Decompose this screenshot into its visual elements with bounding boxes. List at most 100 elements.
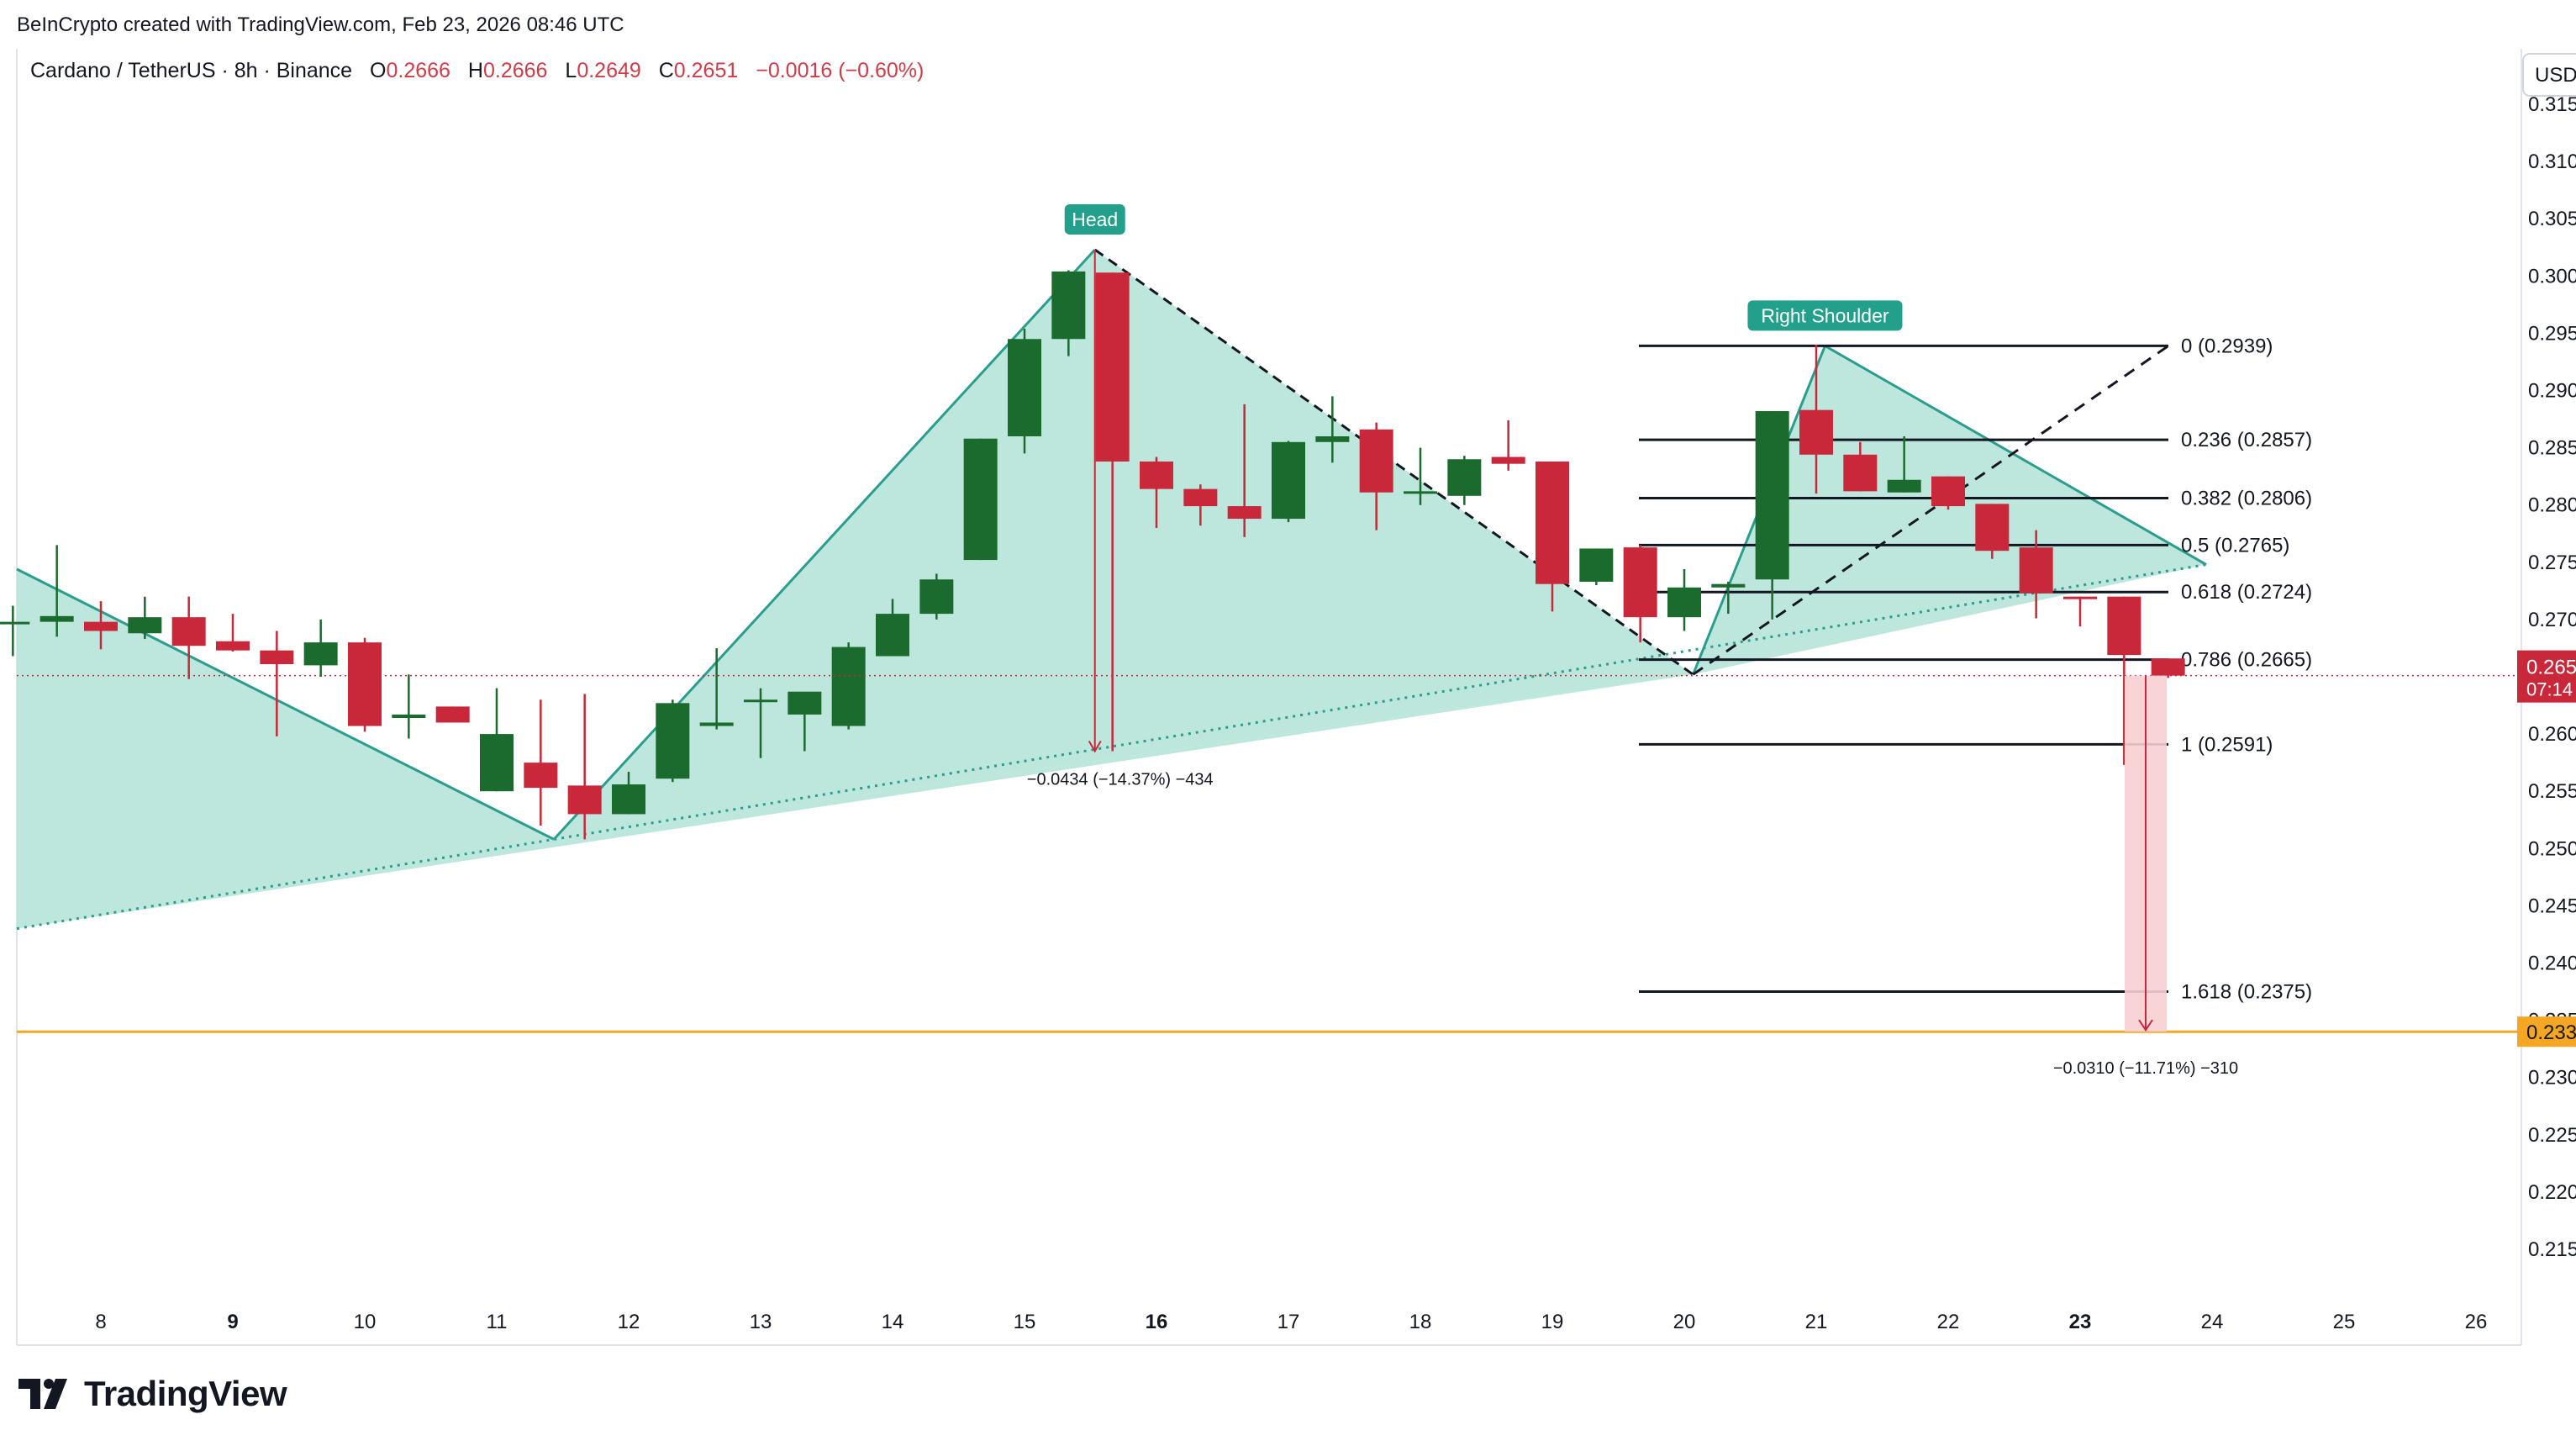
close-label: C [658,59,674,82]
candle-body [1667,587,1701,618]
candle-body [128,617,162,634]
candle-body [2063,596,2097,599]
time-tick-label: 22 [1937,1311,1960,1333]
candle [919,573,954,620]
price-tick-label: 0.275 [2528,551,2576,574]
open-value: 0.2666 [386,59,450,82]
price-tick-label: 0.255 [2528,780,2576,803]
candle [480,688,514,792]
candle-body [2107,596,2141,656]
candle [1536,461,1569,612]
candle-body [480,734,514,792]
symbol-title[interactable]: Cardano / TetherUS · 8h · Binance [30,59,353,82]
candle-body [831,646,866,726]
candle-body [1008,339,1041,436]
candle-body [40,615,74,622]
time-tick-label: 24 [2201,1311,2224,1333]
current-price-tag[interactable] [2517,650,2576,703]
fib-level-label: 0.382 (0.2806) [2181,488,2312,510]
fib-level-label: 0 (0.2939) [2181,335,2273,357]
candle [392,674,426,739]
candle-countdown: 07:14 [2526,679,2573,700]
time-tick-label: 14 [882,1311,904,1333]
price-tick-label: 0.300 [2528,265,2576,288]
candle-body [1579,548,1614,582]
high-value: 0.2666 [482,59,548,82]
fib-level-label: 0.5 (0.2765) [2181,534,2289,557]
left-shoulder-fill [17,568,555,929]
candle [876,599,909,657]
time-tick-label: 8 [95,1311,106,1333]
candle-body [303,642,338,666]
candle [1579,548,1614,586]
candle-body [392,714,426,719]
overlay-layer: −0.0434 (−14.37%) −434 −0.0310 (−11.71%) … [17,204,2521,1078]
price-tick-label: 0.280 [2528,494,2576,517]
pattern-lines-layer [16,248,2207,931]
candle-body [1536,461,1569,584]
candle [1315,396,1350,463]
fib-trend-line [1692,345,2169,676]
price-tick-label: 0.270 [2528,609,2576,631]
head-left-edge [552,248,1096,841]
target-measure-label: −0.0310 (−11.71%) −310 [2053,1059,2238,1078]
candle-body [2019,547,2053,594]
candle-body [1051,271,1086,340]
candle-body [1140,461,1173,489]
candle [2107,596,2141,765]
candle [524,699,558,826]
currency-button-label[interactable]: USD [2535,64,2576,87]
candle-body [699,722,734,726]
candle [1051,270,1086,356]
open-label: O [370,59,387,82]
candle [1447,456,1482,505]
candle-body [171,617,206,646]
candle [1008,328,1041,454]
candle-body [567,785,602,815]
tradingview-logo-icon [18,1379,67,1409]
price-tick-label: 0.240 [2528,952,2576,974]
right-shoulder-label-bg [1747,300,1903,331]
support-price-tag[interactable] [2517,1016,2576,1048]
candle-body [1887,479,1921,493]
chart-credit: BeInCrypto created with TradingView.com,… [17,13,624,36]
time-axis[interactable]: 8 9 10 11 12 13 14 15 16 17 18 19 20 21 22 23 24 25 26 [95,1311,2487,1333]
candle-body [788,691,822,715]
time-tick-label: 19 [1541,1311,1564,1333]
candle-body [348,642,382,726]
price-axis[interactable]: 0.315 0.310 0.305 0.300 0.295 0.290 0.285 0.280… [2517,93,2576,1261]
candle-body [1755,411,1789,580]
candle [1183,484,1218,526]
candle-body [1623,547,1657,618]
price-tick-label: 0.220 [2528,1181,2576,1204]
fib-level-label: 1.618 (0.2375) [2181,981,2312,1004]
candle [1975,504,2010,559]
head-label-bg [1064,204,1125,235]
candle [963,438,998,561]
time-tick-label: 17 [1277,1311,1300,1333]
candle [84,601,118,650]
candle [1227,404,1262,537]
candle-body [876,614,909,657]
candle [1711,581,1746,615]
time-tick-label: 21 [1805,1311,1828,1333]
candle [1799,345,1833,494]
price-tick-label: 0.295 [2528,322,2576,345]
candle [260,631,294,736]
price-tick-label: 0.245 [2528,895,2576,917]
time-tick-label: 16 [1146,1311,1168,1333]
price-tick-label: 0.310 [2528,150,2576,173]
candle-body [0,621,30,625]
candle-body [1843,454,1878,492]
symbol-legend[interactable]: Cardano / TetherUS · 8h · Binance O0.266… [30,59,924,83]
candle-body [612,784,645,815]
currency-button[interactable] [2522,53,2576,97]
price-tick-label: 0.260 [2528,723,2576,746]
candle [1755,411,1789,620]
tradingview-logo[interactable]: TradingView [18,1374,287,1414]
price-change: −0.0016 (−0.60%) [756,59,925,82]
candle [1404,447,1437,505]
candle-body [524,763,558,789]
candle [1095,272,1130,752]
